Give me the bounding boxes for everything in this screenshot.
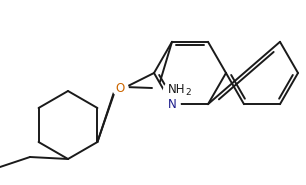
Text: O: O bbox=[115, 82, 125, 95]
Text: NH: NH bbox=[168, 83, 185, 96]
Text: N: N bbox=[168, 98, 176, 111]
Text: 2: 2 bbox=[185, 88, 191, 97]
